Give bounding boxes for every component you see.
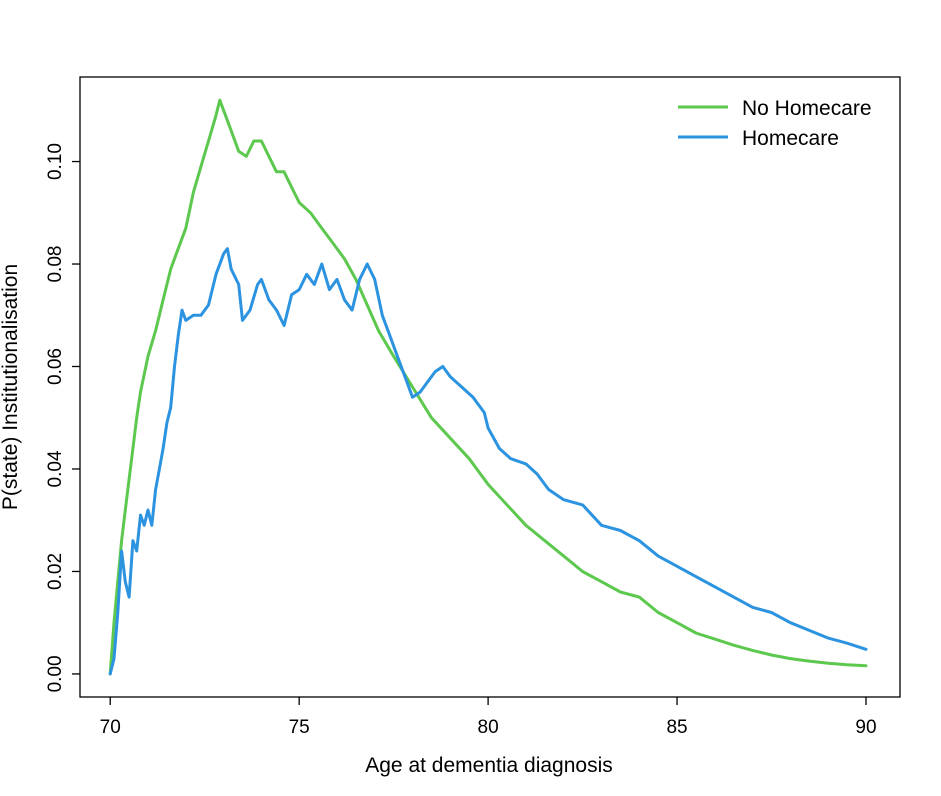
x-tick-label-85: 85 — [666, 717, 687, 738]
y-tick-label-0.10: 0.10 — [45, 143, 66, 180]
x-axis-title: Age at dementia diagnosis — [365, 754, 613, 777]
x-tick-label-90: 90 — [855, 717, 876, 738]
x-tick-label-70: 70 — [100, 717, 121, 738]
y-axis-title: P(state) Institutionalisation — [0, 264, 22, 510]
series-line-no-homecare — [108, 98, 868, 676]
x-tick-label-75: 75 — [289, 717, 310, 738]
series-line-homecare — [108, 247, 868, 676]
y-tick-label-0.00: 0.00 — [45, 655, 66, 692]
x-axis: 70 75 80 85 90 — [100, 697, 877, 738]
legend: No Homecare Homecare — [678, 97, 872, 150]
series-layer — [108, 98, 868, 676]
x-tick-label-80: 80 — [478, 717, 499, 738]
legend-label-no-homecare: No Homecare — [742, 97, 872, 120]
y-tick-label-0.06: 0.06 — [45, 348, 66, 385]
legend-label-homecare: Homecare — [742, 127, 839, 150]
y-axis: 0.00 0.02 0.04 0.06 0.08 0.10 — [45, 143, 80, 692]
y-tick-label-0.08: 0.08 — [45, 246, 66, 283]
y-tick-label-0.04: 0.04 — [45, 450, 66, 487]
y-tick-label-0.02: 0.02 — [45, 553, 66, 590]
plot-frame — [79, 76, 901, 698]
